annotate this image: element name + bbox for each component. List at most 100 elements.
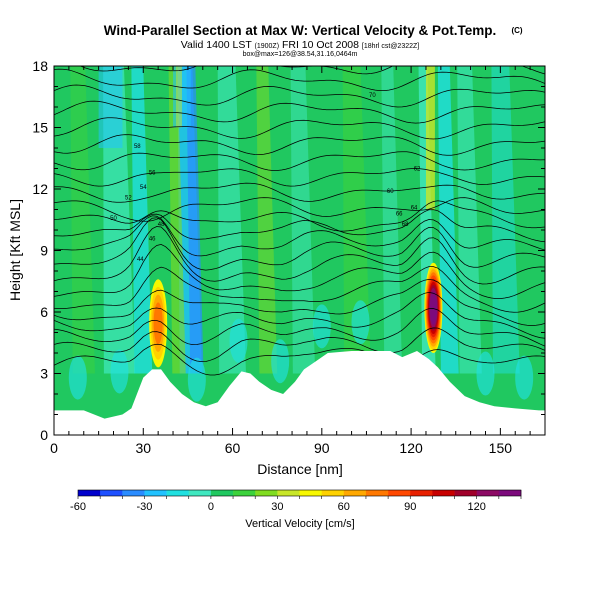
downdraft-cell: [187, 357, 206, 402]
colorbar-swatch: [365, 490, 389, 496]
downdraft-cell: [110, 349, 129, 394]
colorbar-tick-label: 90: [404, 501, 416, 513]
downdraft-cell: [271, 339, 290, 384]
contour-label: 68: [402, 222, 409, 228]
y-tick-label: 0: [40, 427, 48, 443]
velocity-field: [68, 66, 534, 402]
field-streak: [256, 66, 278, 374]
contour-label: 66: [396, 212, 403, 218]
downdraft-cell: [312, 304, 331, 349]
colorbar-swatch: [255, 490, 278, 496]
theta-contour: [54, 100, 545, 124]
theta-contour: [54, 84, 545, 108]
theta-contour: [54, 244, 545, 299]
field-streak: [491, 66, 520, 374]
downdraft-cell: [515, 355, 534, 400]
colorbar-swatch: [277, 490, 300, 496]
x-tick-label: 90: [314, 440, 330, 456]
colorbar-swatch: [388, 490, 411, 496]
downdraft-cell: [351, 300, 370, 345]
y-tick-label: 3: [40, 366, 48, 382]
colorbar-label: Vertical Velocity [cm/s]: [245, 518, 354, 530]
theta-contour: [54, 134, 545, 156]
valid-time: Valid 1400 LST: [181, 39, 253, 51]
theta-contour: [54, 168, 545, 187]
valid-run-small: [18hrl cst@2322Z]: [362, 43, 419, 50]
valid-date: FRI 10 Oct 2008: [282, 39, 359, 51]
y-axis: 0 3 6 9 12 15 18: [32, 58, 545, 443]
terrain: [54, 351, 545, 435]
theta-contour: [54, 343, 545, 376]
colorbar-swatch: [233, 490, 256, 496]
contour-label: 70: [369, 93, 376, 99]
location-line: box@max=126@38.54,31.16,0464m: [243, 51, 358, 58]
theta-contour: [54, 68, 545, 91]
colorbar: -60 -30 0 30 60 90 120: [70, 489, 522, 513]
theta-contour: [54, 327, 545, 362]
colorbar-tick-label: 0: [208, 501, 214, 513]
colorbar-swatch: [299, 490, 322, 496]
downdraft-cell: [229, 318, 248, 363]
downdraft-cell: [68, 355, 87, 400]
theta-contour: [79, 66, 545, 75]
field-streak: [176, 66, 182, 128]
colorbar-swatch: [321, 490, 345, 496]
colorbar-swatch: [188, 490, 212, 496]
x-tick-label: 150: [489, 440, 513, 456]
contour-label: 58: [134, 144, 141, 150]
valid-time-small: (1900Z): [255, 43, 280, 50]
downdraft-cell: [476, 351, 495, 396]
theta-contours: 58 56 54 52 50 48 46 44 62 60 64 66 68 70: [54, 66, 545, 376]
x-tick-label: 30: [135, 440, 151, 456]
field-streak: [457, 66, 482, 374]
x-tick-label: 0: [50, 440, 58, 456]
chart-title: Wind-Parallel Section at Max W: Vertical…: [104, 23, 496, 38]
x-tick-label: 60: [225, 440, 241, 456]
field-streak: [186, 66, 204, 374]
field-streak: [98, 66, 123, 148]
contour-label: 60: [387, 189, 394, 195]
y-tick-label: 6: [40, 304, 48, 320]
contour-label: 52: [125, 195, 132, 201]
contour-label: 56: [149, 171, 156, 177]
contour-label: 64: [411, 206, 418, 212]
theta-contour: [54, 200, 545, 232]
valid-line: Valid 1400 LST (1900Z) FRI 10 Oct 2008 […: [181, 39, 420, 51]
contour-label: 50: [110, 216, 117, 222]
colorbar-swatch: [166, 490, 190, 496]
theta-contour: [54, 217, 545, 271]
colorbar-swatch: [100, 490, 123, 496]
colorbar-tick-label: -30: [136, 501, 152, 513]
colorbar-swatch: [432, 490, 455, 496]
colorbar-swatch: [210, 490, 234, 496]
theta-contour: [54, 226, 545, 285]
theta-contour: [54, 151, 545, 171]
theta-contour: [54, 197, 545, 222]
theta-contour: [54, 209, 545, 243]
theta-contour: [54, 215, 545, 257]
field-streak: [290, 66, 316, 374]
y-tick-label: 18: [32, 58, 48, 74]
field-streak: [425, 66, 435, 210]
colorbar-swatch: [343, 490, 367, 496]
colorbar-swatch: [410, 490, 433, 496]
y-tick-label: 9: [40, 243, 48, 259]
field-streak: [70, 66, 95, 374]
title-block: Wind-Parallel Section at Max W: Vertical…: [104, 23, 523, 58]
colorbar-tick-label: -60: [70, 501, 86, 513]
theta-contour: [54, 182, 545, 203]
contour-label: 62: [414, 167, 421, 173]
theta-contour: [54, 117, 545, 140]
contour-label: 48: [158, 222, 165, 228]
updraft-core-2: [429, 291, 438, 325]
theta-contour: [54, 308, 545, 347]
theta-contour: [54, 266, 545, 313]
contour-label: 54: [140, 185, 147, 191]
contour-label: 46: [149, 236, 156, 242]
contour-label: 44: [137, 257, 144, 263]
colorbar-swatch: [122, 490, 145, 496]
x-axis: 0 30 60 90 120 150: [50, 66, 546, 456]
colorbar-swatch: [454, 490, 477, 496]
y-axis-label: Height [Kft MSL]: [7, 199, 23, 301]
